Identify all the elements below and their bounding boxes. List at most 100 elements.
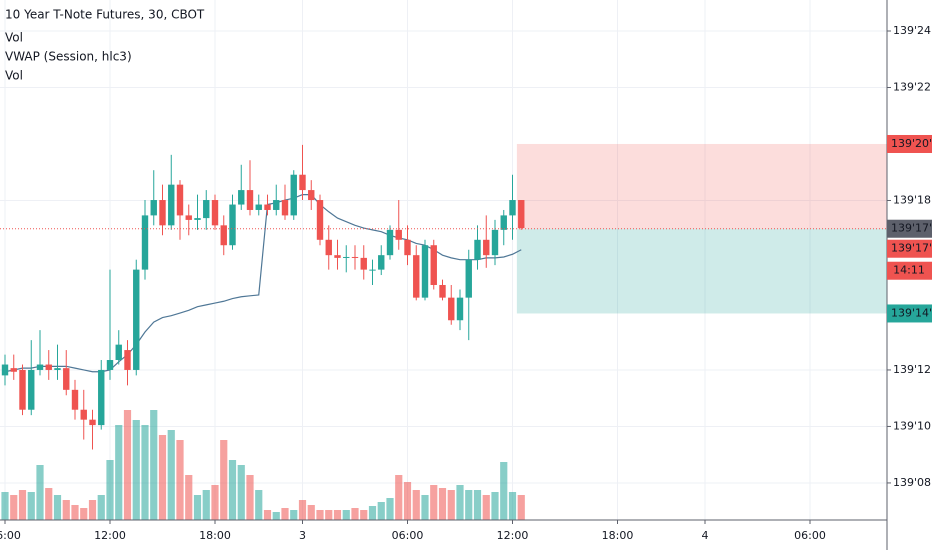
volume-bar [307, 505, 315, 520]
volume-bar [10, 495, 18, 520]
volume-bar [281, 508, 289, 520]
candle-body [395, 229, 402, 240]
volume-bar [447, 490, 455, 520]
volume-bar [482, 495, 490, 520]
candle-body [509, 200, 516, 216]
volume-bar [325, 510, 333, 520]
volume-bar [202, 490, 210, 520]
candle-body [45, 364, 52, 370]
candle-body [316, 200, 324, 240]
candle-body [238, 190, 245, 205]
volume-bar [246, 475, 254, 520]
candle-body [124, 350, 131, 370]
candle-body [1, 364, 9, 376]
volume-bar [386, 498, 394, 520]
y-tick-label: 139'22'0 [893, 80, 932, 93]
candle-body [474, 239, 481, 260]
candle-body [141, 215, 149, 270]
candle-body [334, 255, 341, 258]
candle-body [386, 229, 394, 256]
candle-body [448, 297, 455, 321]
x-tick-label: 12:00 [94, 529, 126, 542]
x-tick-label: 4 [702, 529, 709, 542]
y-tick-label: 139'24'0 [893, 24, 932, 37]
x-tick-label: 06:00 [0, 529, 21, 542]
candle-body [211, 200, 219, 226]
plot-area [0, 143, 887, 520]
volume-bar [36, 465, 44, 520]
candle-body [89, 419, 96, 426]
volume-bar [500, 462, 508, 520]
candle-body [281, 200, 289, 216]
volume-bar [220, 440, 228, 520]
volume-bar [368, 506, 377, 520]
volume-bar [430, 485, 438, 520]
candle-body [465, 259, 472, 298]
candle-body [54, 368, 61, 370]
entry-badge-label: 139'17'0 [891, 222, 932, 235]
candle-body [80, 409, 87, 420]
x-tick-label: 12:00 [497, 529, 529, 542]
target-badge-label: 139'20'0 [891, 137, 932, 150]
candle-body [115, 344, 122, 361]
volume-bar [80, 508, 88, 520]
volume-bar [403, 482, 412, 520]
candle-body [500, 215, 507, 230]
candle-body [203, 200, 210, 219]
volume-bar [45, 488, 53, 520]
last-price-badge [887, 239, 932, 258]
volume-bar [211, 485, 219, 520]
volume-bar [150, 410, 158, 520]
y-tick-label: 139'12'0 [893, 363, 932, 376]
volume-bar [123, 410, 132, 520]
candle-body [439, 284, 446, 298]
volume-bar [290, 510, 298, 520]
entry-badge [887, 219, 932, 238]
volume-bar [97, 495, 105, 520]
x-tick-label: 06:00 [794, 529, 826, 542]
volume-bar [27, 492, 35, 520]
candle-body [290, 174, 297, 216]
candle-body [36, 364, 44, 370]
volume-bar [106, 460, 114, 520]
volume-bar [456, 485, 464, 520]
countdown-label: 14:11 [893, 264, 925, 277]
volume-bar [158, 435, 167, 520]
volume-bar [1, 492, 9, 520]
volume-bar [395, 475, 403, 520]
target-badge [887, 134, 932, 153]
candle-body [28, 369, 35, 410]
volume-bar [167, 430, 175, 520]
candle-body [194, 218, 201, 220]
axes: 139'24'0 139'22'0 139'18'0 139'12'0 139'10'0… [0, 24, 932, 542]
volume-bar [412, 490, 420, 520]
candle-body [106, 360, 114, 370]
volume-bar [360, 510, 368, 520]
volume-bar [228, 460, 237, 520]
volume-bar [141, 425, 149, 520]
candle-body [176, 184, 184, 216]
volume-bar [62, 500, 70, 520]
countdown-badge [887, 261, 932, 280]
volume-bar [342, 510, 350, 520]
candle-body [351, 256, 359, 258]
volume-bar [237, 465, 245, 520]
candle-body [518, 200, 525, 229]
volume-bar [298, 500, 307, 520]
candle-body [71, 389, 79, 410]
y-tick-label: 139'08'0 [893, 476, 932, 489]
volume-bar [438, 488, 447, 520]
volume-bar [115, 425, 123, 520]
candle-body [491, 229, 499, 256]
candle-body [456, 297, 464, 321]
volume-bar [263, 510, 272, 520]
volume-bar [465, 490, 473, 520]
volume-bar [71, 505, 79, 520]
vwap-line [4, 194, 522, 373]
volume-bar [351, 508, 359, 520]
x-tick-label: 18:00 [199, 529, 231, 542]
y-tick-label: 139'18'0 [893, 193, 932, 206]
candle-body [413, 255, 420, 298]
legend-item: VWAP (Session, hlc3) [5, 50, 132, 64]
